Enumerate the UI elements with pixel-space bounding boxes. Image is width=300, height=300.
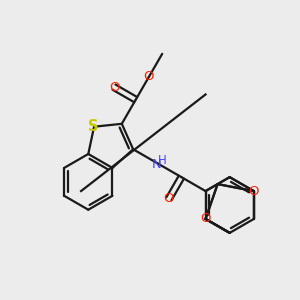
Text: H: H xyxy=(158,154,167,167)
Text: S: S xyxy=(88,119,98,134)
Text: N: N xyxy=(152,158,161,171)
Text: O: O xyxy=(249,184,259,198)
Text: O: O xyxy=(164,192,174,206)
Text: O: O xyxy=(109,81,119,94)
Text: O: O xyxy=(144,70,154,83)
Text: O: O xyxy=(200,212,211,225)
